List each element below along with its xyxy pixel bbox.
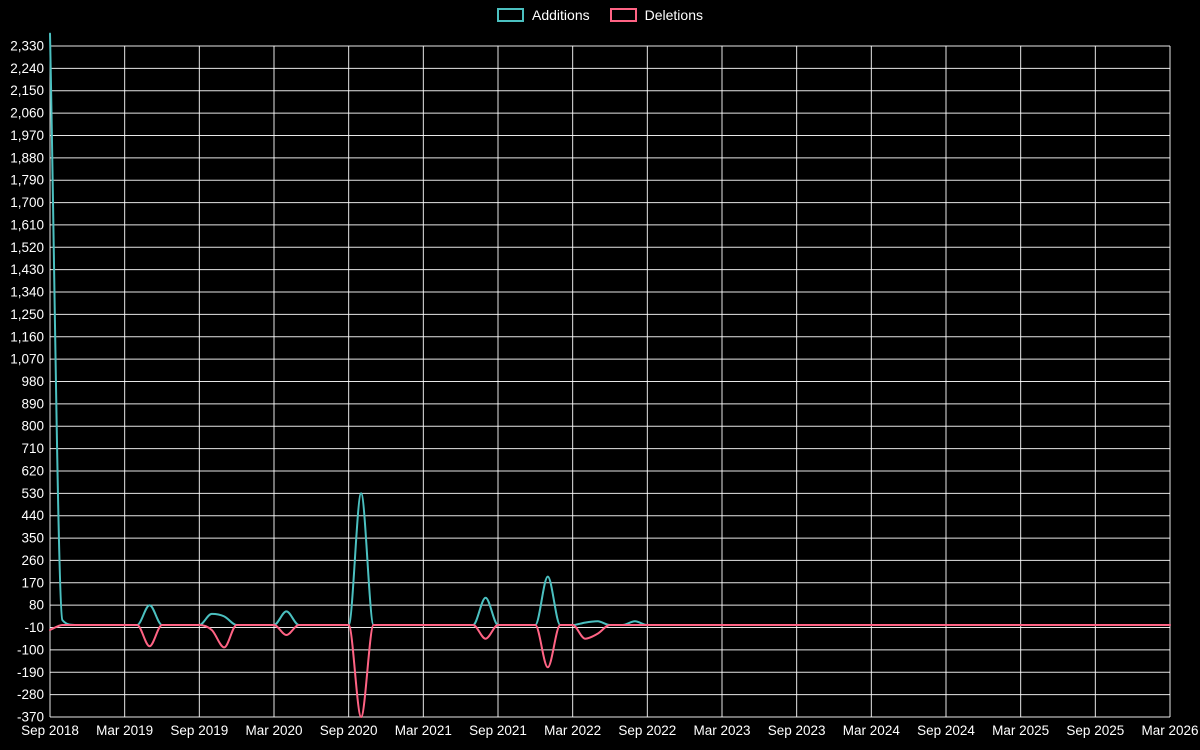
deletions-legend-swatch: [609, 8, 637, 22]
svg-text:2,240: 2,240: [10, 61, 44, 76]
svg-text:-280: -280: [17, 687, 44, 702]
svg-text:Mar 2021: Mar 2021: [395, 723, 452, 738]
svg-text:530: 530: [21, 486, 44, 501]
svg-text:Sep 2019: Sep 2019: [170, 723, 228, 738]
svg-text:Sep 2022: Sep 2022: [618, 723, 676, 738]
svg-text:170: 170: [21, 575, 44, 590]
svg-text:Sep 2020: Sep 2020: [320, 723, 378, 738]
svg-text:2,330: 2,330: [10, 39, 44, 54]
additions-legend-label: Additions: [532, 7, 590, 23]
chart-legend: Additions Deletions: [0, 7, 1200, 23]
svg-text:-10: -10: [24, 620, 44, 635]
svg-text:800: 800: [21, 419, 44, 434]
svg-text:890: 890: [21, 396, 44, 411]
svg-text:Mar 2023: Mar 2023: [693, 723, 750, 738]
svg-text:980: 980: [21, 374, 44, 389]
svg-text:80: 80: [29, 598, 44, 613]
svg-text:Sep 2024: Sep 2024: [917, 723, 975, 738]
svg-text:1,970: 1,970: [10, 128, 44, 143]
svg-text:710: 710: [21, 441, 44, 456]
svg-text:Mar 2020: Mar 2020: [245, 723, 302, 738]
svg-text:440: 440: [21, 508, 44, 523]
svg-text:1,520: 1,520: [10, 240, 44, 255]
svg-text:-370: -370: [17, 710, 44, 725]
svg-text:Mar 2019: Mar 2019: [96, 723, 153, 738]
svg-text:Mar 2024: Mar 2024: [843, 723, 901, 738]
svg-text:-100: -100: [17, 642, 44, 657]
svg-text:350: 350: [21, 531, 44, 546]
svg-text:1,790: 1,790: [10, 173, 44, 188]
svg-text:1,430: 1,430: [10, 262, 44, 277]
svg-text:620: 620: [21, 463, 44, 478]
svg-text:Mar 2025: Mar 2025: [992, 723, 1049, 738]
legend-item-deletions[interactable]: Deletions: [609, 7, 703, 23]
svg-text:Sep 2018: Sep 2018: [21, 723, 79, 738]
additions-legend-swatch: [497, 8, 525, 22]
svg-text:260: 260: [21, 553, 44, 568]
svg-text:2,060: 2,060: [10, 106, 44, 121]
svg-text:1,160: 1,160: [10, 329, 44, 344]
svg-text:Mar 2022: Mar 2022: [544, 723, 601, 738]
svg-text:1,070: 1,070: [10, 352, 44, 367]
svg-text:Mar 2026: Mar 2026: [1141, 723, 1198, 738]
svg-text:-190: -190: [17, 665, 44, 680]
svg-text:1,340: 1,340: [10, 285, 44, 300]
svg-text:1,700: 1,700: [10, 195, 44, 210]
svg-text:2,150: 2,150: [10, 83, 44, 98]
svg-text:1,880: 1,880: [10, 150, 44, 165]
deletions-legend-label: Deletions: [644, 7, 703, 23]
svg-text:Sep 2021: Sep 2021: [469, 723, 527, 738]
svg-text:Sep 2025: Sep 2025: [1066, 723, 1124, 738]
svg-text:1,610: 1,610: [10, 217, 44, 232]
svg-text:1,250: 1,250: [10, 307, 44, 322]
legend-item-additions[interactable]: Additions: [497, 7, 590, 23]
svg-text:Sep 2023: Sep 2023: [768, 723, 826, 738]
